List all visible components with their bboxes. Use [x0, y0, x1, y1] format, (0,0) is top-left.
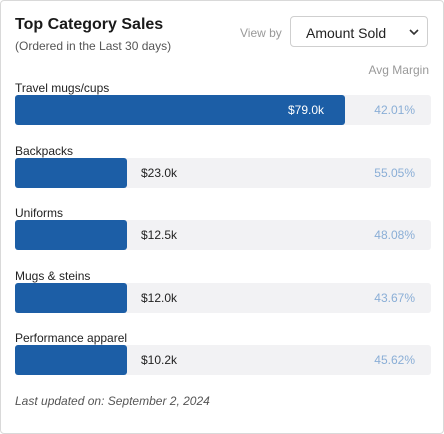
category-bar	[15, 95, 345, 125]
category-bar	[15, 282, 127, 313]
avg-margin-value: 55.05%	[374, 165, 415, 180]
category-label: Performance apparel	[15, 331, 128, 345]
view-by-selected-value: Amount Sold	[306, 25, 387, 41]
bar-value-label: $79.0k	[288, 103, 325, 117]
card-title: Top Category Sales	[15, 16, 164, 33]
category-row: Travel mugs/cups $79.0k 42.01%	[15, 81, 431, 131]
view-by-label: View by	[240, 26, 282, 40]
avg-margin-value: 43.67%	[374, 290, 415, 305]
chevron-down-icon	[409, 29, 419, 36]
card-subtitle: (Ordered in the Last 30 days)	[15, 39, 172, 53]
category-row: Performance apparel $10.2k 45.62%	[15, 331, 431, 381]
category-label: Travel mugs/cups	[15, 81, 110, 95]
category-bar	[15, 345, 127, 375]
category-label: Uniforms	[15, 206, 64, 220]
category-label: Mugs & steins	[15, 268, 91, 283]
category-bar	[15, 220, 127, 250]
last-updated-text: Last updated on: September 2, 2024	[15, 394, 210, 408]
bar-value-label: $10.2k	[141, 353, 178, 367]
avg-margin-value: 42.01%	[374, 103, 415, 117]
view-by-select[interactable]: Amount Sold	[290, 16, 428, 47]
category-bar	[15, 157, 127, 188]
bar-value-label: $23.0k	[141, 165, 178, 180]
avg-margin-value: 48.08%	[374, 228, 415, 242]
category-row: Mugs & steins $12.0k 43.67%	[15, 269, 431, 319]
bar-value-label: $12.5k	[141, 228, 178, 242]
bar-value-label: $12.0k	[141, 290, 178, 305]
category-label: Backpacks	[15, 143, 74, 158]
avg-margin-column-header: Avg Margin	[368, 63, 429, 77]
category-row: Uniforms $12.5k 48.08%	[15, 206, 431, 256]
category-row: Backpacks $23.0k 55.05%	[15, 144, 431, 194]
avg-margin-value: 45.62%	[374, 353, 415, 367]
